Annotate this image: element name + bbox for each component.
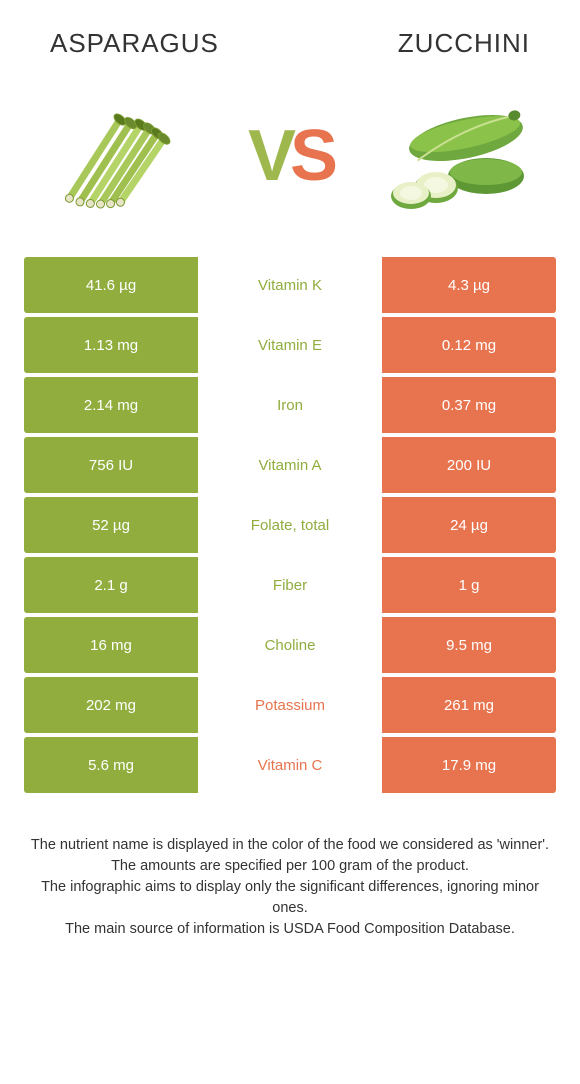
nutrient-label-cell: Vitamin A (198, 437, 382, 493)
table-row: 5.6 mgVitamin C17.9 mg (24, 737, 556, 793)
left-value-cell: 1.13 mg (24, 317, 198, 373)
vs-v-letter: V (248, 115, 290, 197)
table-row: 1.13 mgVitamin E0.12 mg (24, 317, 556, 373)
left-value-cell: 41.6 µg (24, 257, 198, 313)
zucchini-image (386, 91, 536, 221)
right-value-cell: 4.3 µg (382, 257, 556, 313)
left-value-cell: 52 µg (24, 497, 198, 553)
table-row: 52 µgFolate, total24 µg (24, 497, 556, 553)
footer-line: The main source of information is USDA F… (28, 919, 552, 940)
nutrient-label-cell: Vitamin E (198, 317, 382, 373)
nutrient-label-cell: Vitamin C (198, 737, 382, 793)
right-value-cell: 24 µg (382, 497, 556, 553)
table-row: 202 mgPotassium261 mg (24, 677, 556, 733)
right-value-cell: 200 IU (382, 437, 556, 493)
table-row: 16 mgCholine9.5 mg (24, 617, 556, 673)
nutrient-label-cell: Iron (198, 377, 382, 433)
footer-line: The amounts are specified per 100 gram o… (28, 856, 552, 877)
left-value-cell: 756 IU (24, 437, 198, 493)
footer-line: The nutrient name is displayed in the co… (28, 835, 552, 856)
right-value-cell: 0.12 mg (382, 317, 556, 373)
hero-row: V S (0, 71, 580, 257)
nutrient-label-cell: Fiber (198, 557, 382, 613)
vs-label: V S (248, 115, 332, 197)
left-value-cell: 2.14 mg (24, 377, 198, 433)
left-value-cell: 5.6 mg (24, 737, 198, 793)
footer-notes: The nutrient name is displayed in the co… (0, 797, 580, 940)
table-row: 2.14 mgIron0.37 mg (24, 377, 556, 433)
left-value-cell: 202 mg (24, 677, 198, 733)
right-value-cell: 1 g (382, 557, 556, 613)
table-row: 756 IUVitamin A200 IU (24, 437, 556, 493)
title-row: ASPARAGUS ZUCCHINI (0, 0, 580, 71)
right-value-cell: 9.5 mg (382, 617, 556, 673)
right-value-cell: 17.9 mg (382, 737, 556, 793)
left-value-cell: 2.1 g (24, 557, 198, 613)
nutrient-label-cell: Potassium (198, 677, 382, 733)
comparison-table: 41.6 µgVitamin K4.3 µg1.13 mgVitamin E0.… (0, 257, 580, 793)
nutrient-label-cell: Vitamin K (198, 257, 382, 313)
table-row: 2.1 gFiber1 g (24, 557, 556, 613)
left-food-title: ASPARAGUS (50, 28, 219, 59)
right-value-cell: 0.37 mg (382, 377, 556, 433)
footer-line: The infographic aims to display only the… (28, 877, 552, 919)
nutrient-label-cell: Choline (198, 617, 382, 673)
table-row: 41.6 µgVitamin K4.3 µg (24, 257, 556, 313)
left-value-cell: 16 mg (24, 617, 198, 673)
asparagus-image (44, 91, 194, 221)
nutrient-label-cell: Folate, total (198, 497, 382, 553)
right-food-title: ZUCCHINI (398, 28, 530, 59)
right-value-cell: 261 mg (382, 677, 556, 733)
vs-s-letter: S (290, 115, 332, 197)
